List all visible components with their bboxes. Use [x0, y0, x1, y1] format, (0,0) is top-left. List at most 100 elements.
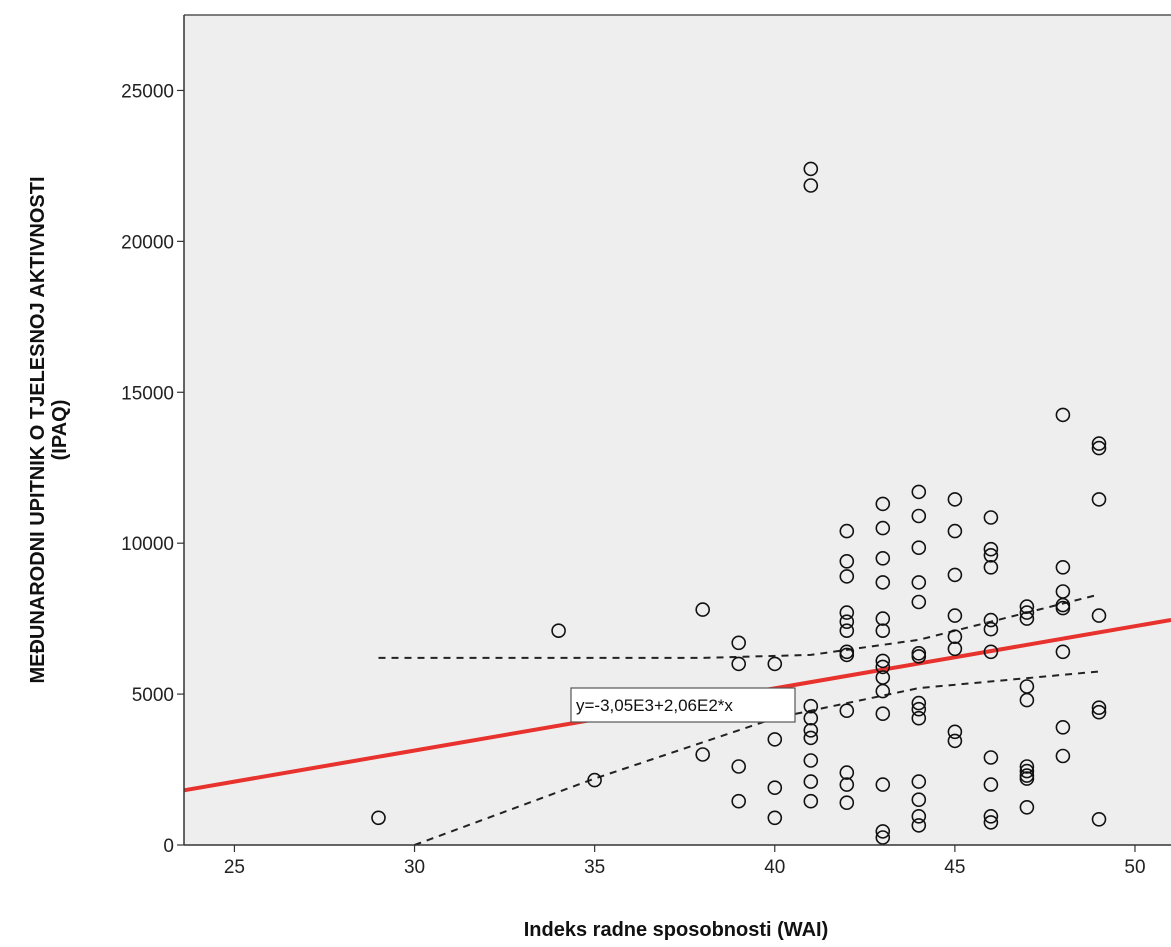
data-point	[911, 540, 927, 556]
data-point	[839, 777, 855, 792]
data-point	[875, 683, 891, 699]
data-point	[947, 567, 963, 583]
x-axis-title: Indeks radne sposobnosti (WAI)	[524, 919, 828, 941]
data-point	[947, 641, 963, 657]
data-point	[1019, 763, 1035, 779]
data-point	[911, 484, 927, 500]
data-point	[1091, 436, 1107, 451]
data-point	[911, 701, 927, 717]
data-point	[875, 611, 891, 626]
data-point	[875, 496, 891, 512]
data-point	[983, 815, 999, 830]
data-point	[839, 765, 855, 780]
data-point	[1019, 605, 1035, 620]
data-point	[371, 810, 386, 826]
data-point	[875, 659, 891, 675]
data-point	[911, 792, 927, 808]
data-point	[839, 569, 855, 584]
data-point	[803, 161, 819, 177]
y-tick-label: 25000	[121, 81, 174, 102]
data-point	[947, 733, 963, 749]
data-point	[767, 732, 783, 747]
equation-label: y=-3,05E3+2,06E2*x	[576, 696, 733, 715]
data-point	[695, 747, 711, 762]
data-point	[983, 541, 999, 557]
data-point	[983, 612, 999, 628]
data-point	[1019, 611, 1035, 626]
x-tick-label: 50	[1124, 857, 1145, 878]
data-point	[1019, 759, 1035, 774]
data-point	[911, 695, 927, 711]
data-point	[839, 647, 855, 663]
data-point	[767, 810, 783, 826]
y-axis-title-line-2: (IPAQ)	[49, 400, 71, 461]
data-point	[1019, 771, 1035, 786]
data-point	[1019, 799, 1035, 815]
data-point	[911, 818, 927, 833]
data-point	[839, 795, 855, 811]
data-point	[1055, 407, 1071, 423]
y-tick-label: 5000	[132, 685, 174, 706]
data-point	[911, 774, 927, 789]
data-point	[839, 605, 855, 620]
x-tick-label: 25	[224, 857, 245, 878]
data-point	[875, 623, 891, 639]
data-point	[875, 777, 891, 792]
data-point	[767, 780, 783, 796]
data-point	[1055, 748, 1071, 764]
data-point	[1091, 492, 1107, 507]
data-point	[947, 608, 963, 623]
equation-label-box	[570, 687, 796, 723]
data-point	[947, 724, 963, 740]
data-point	[1091, 811, 1107, 827]
data-point	[983, 750, 999, 765]
x-tick-label: 40	[764, 857, 785, 878]
x-tick-label: 35	[584, 857, 605, 878]
data-point	[731, 635, 747, 651]
data-point	[839, 623, 855, 639]
data-point	[839, 523, 855, 539]
data-point	[911, 594, 927, 610]
data-point	[875, 824, 891, 839]
data-point	[551, 623, 566, 639]
data-point	[983, 621, 999, 637]
data-point	[695, 602, 711, 617]
data-point	[803, 178, 819, 193]
data-point	[1055, 600, 1071, 616]
data-point	[947, 492, 963, 507]
data-point	[911, 808, 927, 824]
data-point	[803, 722, 819, 738]
data-point	[767, 656, 783, 672]
data-point	[911, 575, 927, 590]
data-point	[731, 759, 747, 774]
data-point	[731, 656, 747, 672]
y-tick-label: 15000	[121, 383, 174, 404]
data-point	[983, 559, 999, 575]
data-point	[875, 653, 891, 669]
data-point	[803, 753, 819, 768]
x-tick-label: 45	[944, 857, 965, 878]
data-point	[839, 553, 855, 569]
data-point	[803, 730, 819, 746]
data-point	[875, 830, 891, 845]
confidence-band-upper	[378, 593, 1100, 659]
data-point	[911, 508, 927, 524]
data-point	[803, 710, 819, 726]
y-tick-label: 20000	[121, 232, 174, 253]
data-point	[803, 793, 819, 809]
data-point	[875, 706, 891, 722]
data-point	[839, 703, 855, 719]
data-point	[911, 710, 927, 726]
data-point	[983, 547, 999, 563]
data-point	[875, 520, 891, 536]
data-point	[1055, 559, 1071, 575]
data-point	[875, 550, 891, 566]
data-point	[947, 523, 963, 539]
data-point	[1019, 599, 1035, 614]
y-tick-label: 0	[163, 836, 174, 857]
data-point	[875, 575, 891, 590]
x-tick-label: 30	[404, 857, 425, 878]
data-point	[1091, 608, 1107, 623]
data-point	[731, 793, 747, 809]
